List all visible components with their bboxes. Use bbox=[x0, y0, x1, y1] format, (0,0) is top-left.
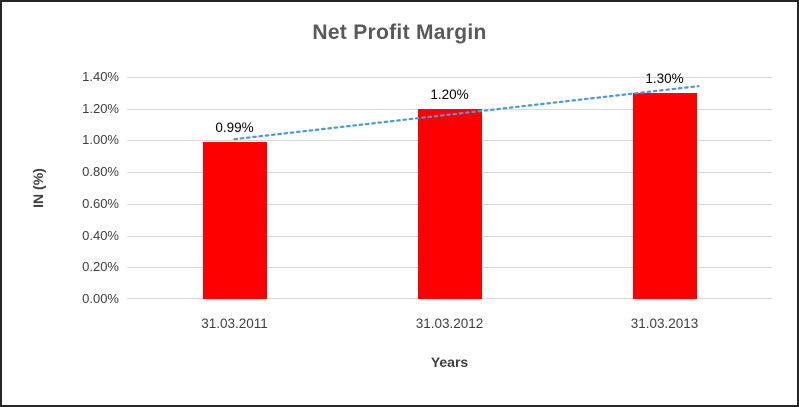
y-tick-label: 0.20% bbox=[82, 259, 119, 275]
bar-series: 0.99% 1.20% 1.30% bbox=[127, 71, 772, 299]
chart-title: Net Profit Margin bbox=[312, 21, 487, 44]
category-label: 31.03.2012 bbox=[415, 316, 484, 331]
bar bbox=[417, 108, 482, 299]
bar bbox=[632, 92, 697, 299]
y-tick-label: 0.00% bbox=[82, 291, 119, 306]
category-label: 31.03.2013 bbox=[630, 316, 699, 331]
trendline bbox=[233, 85, 700, 141]
x-axis-title: Years bbox=[430, 354, 469, 370]
bar bbox=[202, 142, 267, 299]
y-tick-label: 0.40% bbox=[82, 227, 119, 243]
x-axis-category-labels: 31.03.2011 31.03.2012 31.03.2013 bbox=[2, 316, 797, 336]
category-label: 31.03.2011 bbox=[201, 316, 268, 331]
y-tick-label: 1.20% bbox=[82, 100, 119, 116]
bar-data-label: 1.30% bbox=[645, 70, 684, 86]
y-tick-label: 1.40% bbox=[82, 69, 119, 84]
bar-data-label: 1.20% bbox=[430, 86, 469, 102]
y-tick-label: 0.60% bbox=[82, 195, 119, 211]
plot-area: 0.99% 1.20% 1.30% bbox=[127, 71, 772, 299]
bar-data-label: 0.99% bbox=[215, 120, 254, 136]
y-axis-tick-labels: 0.00% 0.20% 0.40% 0.60% 0.80% 1.00% 1.20% 1.40% bbox=[32, 69, 119, 306]
y-tick-label: 0.80% bbox=[82, 164, 119, 180]
y-tick-label: 1.00% bbox=[82, 132, 119, 148]
gridline bbox=[127, 77, 772, 78]
